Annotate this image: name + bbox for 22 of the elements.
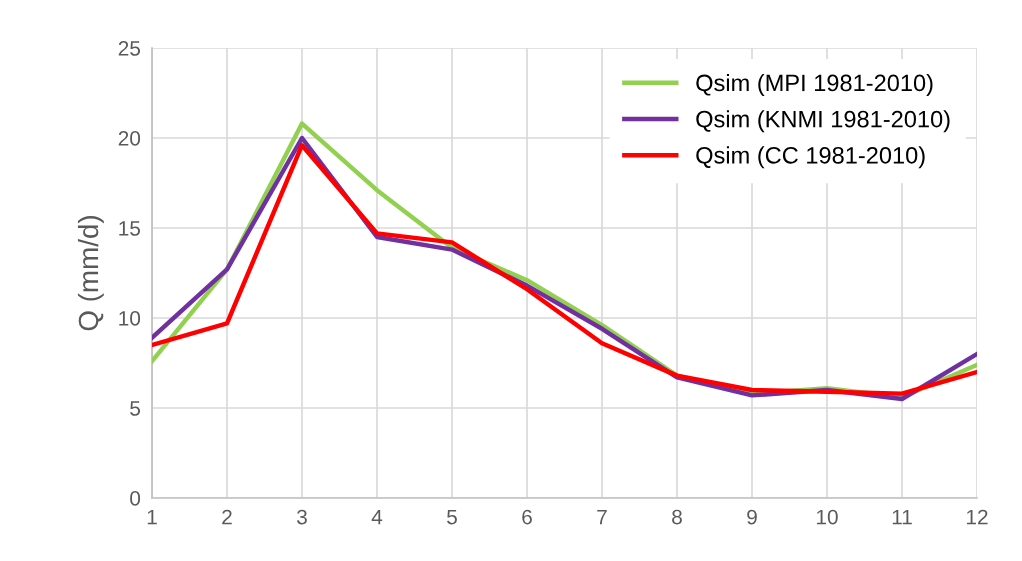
y-tick-label: 25 <box>118 41 141 56</box>
y-tick-label: 0 <box>130 491 141 506</box>
x-tick-label: 2 <box>222 509 232 525</box>
x-tick-label: 9 <box>747 509 757 525</box>
x-tick-label: 3 <box>297 509 307 525</box>
y-tick-label: 10 <box>119 311 141 326</box>
legend-label: Qsim (MPI 1981-2010) <box>696 73 933 96</box>
y-axis-title: Q (mm/d) <box>77 216 104 331</box>
x-tick-label: 8 <box>672 509 682 525</box>
legend-label: Qsim (CC 1981-2010) <box>696 146 925 169</box>
y-tick-label: 20 <box>118 131 141 146</box>
x-tick-label: 5 <box>447 509 457 525</box>
x-tick-label: 11 <box>892 509 912 525</box>
x-tick-label: 12 <box>967 509 988 525</box>
x-tick-label: 6 <box>522 509 532 525</box>
x-tick-label: 1 <box>147 509 157 525</box>
x-tick-label: 7 <box>597 509 607 525</box>
x-tick-label: 10 <box>817 509 838 525</box>
x-tick-label: 4 <box>371 509 383 525</box>
y-tick-label: 15 <box>119 221 141 236</box>
legend-label: Qsim (KNMI 1981-2010) <box>696 110 950 133</box>
y-tick-label: 5 <box>130 401 141 416</box>
